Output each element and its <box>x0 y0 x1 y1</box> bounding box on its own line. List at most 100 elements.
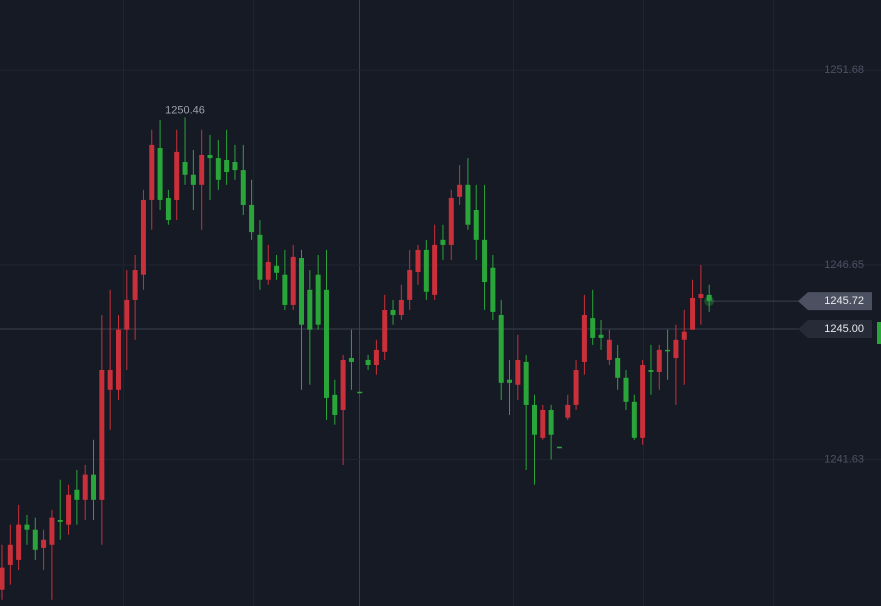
current-price-tag: 1245.72 <box>824 295 864 307</box>
candle-body <box>224 160 230 173</box>
candle-body <box>590 318 596 338</box>
candle-body <box>565 404 571 418</box>
candle-body <box>299 258 305 325</box>
current-price-tag-bg <box>798 292 872 311</box>
candle-body <box>290 256 296 305</box>
vertical-grid <box>123 0 774 606</box>
candle-body <box>390 309 396 316</box>
max-label: 1250.46 <box>165 104 205 116</box>
candle-body <box>640 364 646 438</box>
candle-body <box>398 299 404 316</box>
candle-body <box>507 379 513 383</box>
candle-body <box>440 239 446 245</box>
candle-body <box>648 370 654 372</box>
candle-body <box>665 349 671 352</box>
y-tick-label: 1246.65 <box>824 259 864 271</box>
candle-body <box>531 404 537 435</box>
candle-body <box>232 161 238 171</box>
candle-body <box>556 446 562 449</box>
candle-body <box>315 274 321 325</box>
candle-body <box>190 174 196 185</box>
candle-body <box>182 161 188 175</box>
candle-body <box>0 567 5 590</box>
candle-body <box>174 151 180 200</box>
candle-body <box>448 197 454 245</box>
candle-body <box>382 309 388 352</box>
candle-body <box>573 370 579 405</box>
candle-body <box>623 377 629 402</box>
candle-body <box>656 349 662 372</box>
candle-body <box>706 294 712 302</box>
candle-body <box>240 170 246 205</box>
candle-body <box>265 261 271 280</box>
candle-body <box>32 529 38 550</box>
y-tick-label: 1251.68 <box>824 64 864 76</box>
candle-body <box>74 489 80 500</box>
candle-body <box>606 339 612 360</box>
crosshair-price-tag-bg <box>798 319 872 338</box>
edge-marker <box>877 322 881 344</box>
candle-body <box>631 401 637 438</box>
candle-body <box>365 359 371 365</box>
candle-body <box>615 358 621 378</box>
candle-body <box>57 519 63 522</box>
candle-body <box>66 494 72 525</box>
candle-body <box>465 184 471 225</box>
candle-body <box>157 148 163 200</box>
candle-body <box>432 244 438 295</box>
candle-body <box>215 158 221 180</box>
candle-body <box>415 249 421 273</box>
candle-body <box>332 394 338 415</box>
candle-body <box>165 197 171 221</box>
candle-body <box>407 270 413 300</box>
candle-body <box>357 391 363 394</box>
candle-body <box>207 154 213 159</box>
candle-body <box>91 474 97 500</box>
candle-body <box>149 144 155 200</box>
candle-body <box>282 274 288 305</box>
crosshair-price-tag: 1245.00 <box>824 323 864 335</box>
candle-body <box>307 289 313 330</box>
candle-body <box>490 267 496 312</box>
candle-body <box>457 184 463 197</box>
candle-body <box>340 359 346 410</box>
candle-body <box>199 154 205 185</box>
candle-body <box>41 539 47 548</box>
candle-body <box>124 299 130 330</box>
candle-body <box>473 210 479 240</box>
candle-body <box>140 199 146 275</box>
candle-body <box>49 517 55 545</box>
candle-body <box>498 315 504 383</box>
y-tick-label: 1241.63 <box>824 453 864 465</box>
candle-body <box>82 474 88 500</box>
candle-body <box>249 204 255 233</box>
candle-body <box>482 239 488 283</box>
candle-body <box>115 329 121 390</box>
candle-body <box>24 524 30 530</box>
candle-body <box>598 334 604 338</box>
candle-body <box>16 524 22 560</box>
candle-body <box>99 370 105 500</box>
candle-body <box>548 409 554 435</box>
candle-body <box>107 370 113 390</box>
candle-body <box>681 331 687 340</box>
candle-body <box>581 315 587 362</box>
candle-body <box>7 544 13 565</box>
candle-body <box>515 359 521 385</box>
candle-body <box>274 265 280 273</box>
candle-body <box>323 289 329 398</box>
candle-body <box>348 358 354 362</box>
candle-body <box>257 234 263 280</box>
current-price-glow <box>704 296 715 307</box>
candle-body <box>373 349 379 365</box>
candle-body <box>132 270 138 300</box>
candle-body <box>540 409 546 438</box>
candle-body <box>523 361 529 405</box>
candle-body <box>698 294 704 298</box>
candle-body <box>423 249 429 292</box>
candle-body <box>690 297 696 330</box>
candle-body <box>673 339 679 359</box>
